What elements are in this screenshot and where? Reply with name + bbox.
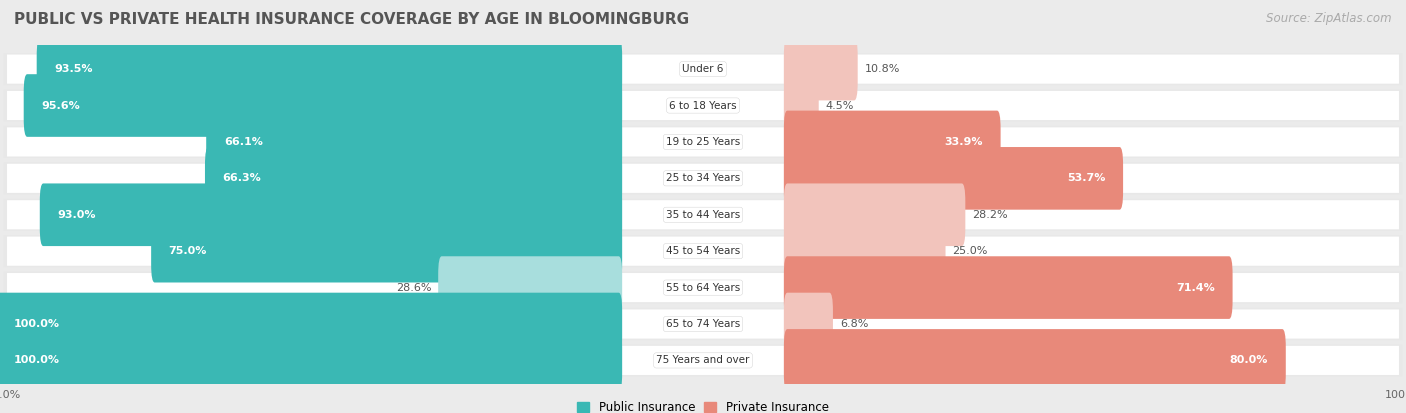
Text: 45 to 54 Years: 45 to 54 Years [666,246,740,256]
Text: 53.7%: 53.7% [1067,173,1105,183]
FancyBboxPatch shape [3,235,1403,267]
Text: 66.3%: 66.3% [222,173,262,183]
FancyBboxPatch shape [7,91,1399,120]
FancyBboxPatch shape [785,256,1233,319]
FancyBboxPatch shape [3,344,1403,376]
FancyBboxPatch shape [205,147,621,210]
Text: 80.0%: 80.0% [1230,356,1268,366]
Text: 55 to 64 Years: 55 to 64 Years [666,282,740,292]
FancyBboxPatch shape [785,147,1123,210]
FancyBboxPatch shape [37,38,621,100]
FancyBboxPatch shape [7,273,1399,302]
FancyBboxPatch shape [3,90,1403,121]
FancyBboxPatch shape [7,237,1399,266]
Text: 25 to 34 Years: 25 to 34 Years [666,173,740,183]
Text: 100.0%: 100.0% [14,356,60,366]
Text: 75.0%: 75.0% [169,246,207,256]
FancyBboxPatch shape [785,74,818,137]
Text: Source: ZipAtlas.com: Source: ZipAtlas.com [1267,12,1392,25]
Text: 66.1%: 66.1% [224,137,263,147]
FancyBboxPatch shape [7,346,1399,375]
Legend: Public Insurance, Private Insurance: Public Insurance, Private Insurance [572,396,834,413]
Text: 65 to 74 Years: 65 to 74 Years [666,319,740,329]
Text: 93.5%: 93.5% [55,64,93,74]
Text: 6 to 18 Years: 6 to 18 Years [669,100,737,111]
Text: 100.0%: 100.0% [14,319,60,329]
Text: 28.6%: 28.6% [395,282,432,292]
FancyBboxPatch shape [785,38,858,100]
FancyBboxPatch shape [0,329,621,392]
Text: 10.8%: 10.8% [865,64,900,74]
FancyBboxPatch shape [785,111,1001,173]
FancyBboxPatch shape [785,329,1286,392]
Text: 4.5%: 4.5% [825,100,853,111]
Text: 35 to 44 Years: 35 to 44 Years [666,210,740,220]
FancyBboxPatch shape [0,293,621,355]
FancyBboxPatch shape [7,127,1399,157]
FancyBboxPatch shape [3,126,1403,158]
Text: Under 6: Under 6 [682,64,724,74]
FancyBboxPatch shape [3,308,1403,340]
FancyBboxPatch shape [3,272,1403,304]
FancyBboxPatch shape [3,199,1403,231]
FancyBboxPatch shape [439,256,621,319]
FancyBboxPatch shape [3,162,1403,195]
Text: 6.8%: 6.8% [839,319,869,329]
Text: 25.0%: 25.0% [953,246,988,256]
Text: 19 to 25 Years: 19 to 25 Years [666,137,740,147]
FancyBboxPatch shape [785,293,832,355]
Text: 95.6%: 95.6% [41,100,80,111]
Text: 71.4%: 71.4% [1177,282,1215,292]
FancyBboxPatch shape [207,111,621,173]
Text: 75 Years and over: 75 Years and over [657,356,749,366]
FancyBboxPatch shape [785,183,966,246]
FancyBboxPatch shape [3,53,1403,85]
FancyBboxPatch shape [785,220,946,282]
FancyBboxPatch shape [7,309,1399,339]
FancyBboxPatch shape [39,183,621,246]
FancyBboxPatch shape [24,74,621,137]
FancyBboxPatch shape [7,200,1399,229]
FancyBboxPatch shape [7,164,1399,193]
FancyBboxPatch shape [152,220,621,282]
Text: 28.2%: 28.2% [973,210,1008,220]
Text: PUBLIC VS PRIVATE HEALTH INSURANCE COVERAGE BY AGE IN BLOOMINGBURG: PUBLIC VS PRIVATE HEALTH INSURANCE COVER… [14,12,689,27]
Text: 33.9%: 33.9% [945,137,983,147]
FancyBboxPatch shape [7,55,1399,84]
Text: 93.0%: 93.0% [58,210,96,220]
